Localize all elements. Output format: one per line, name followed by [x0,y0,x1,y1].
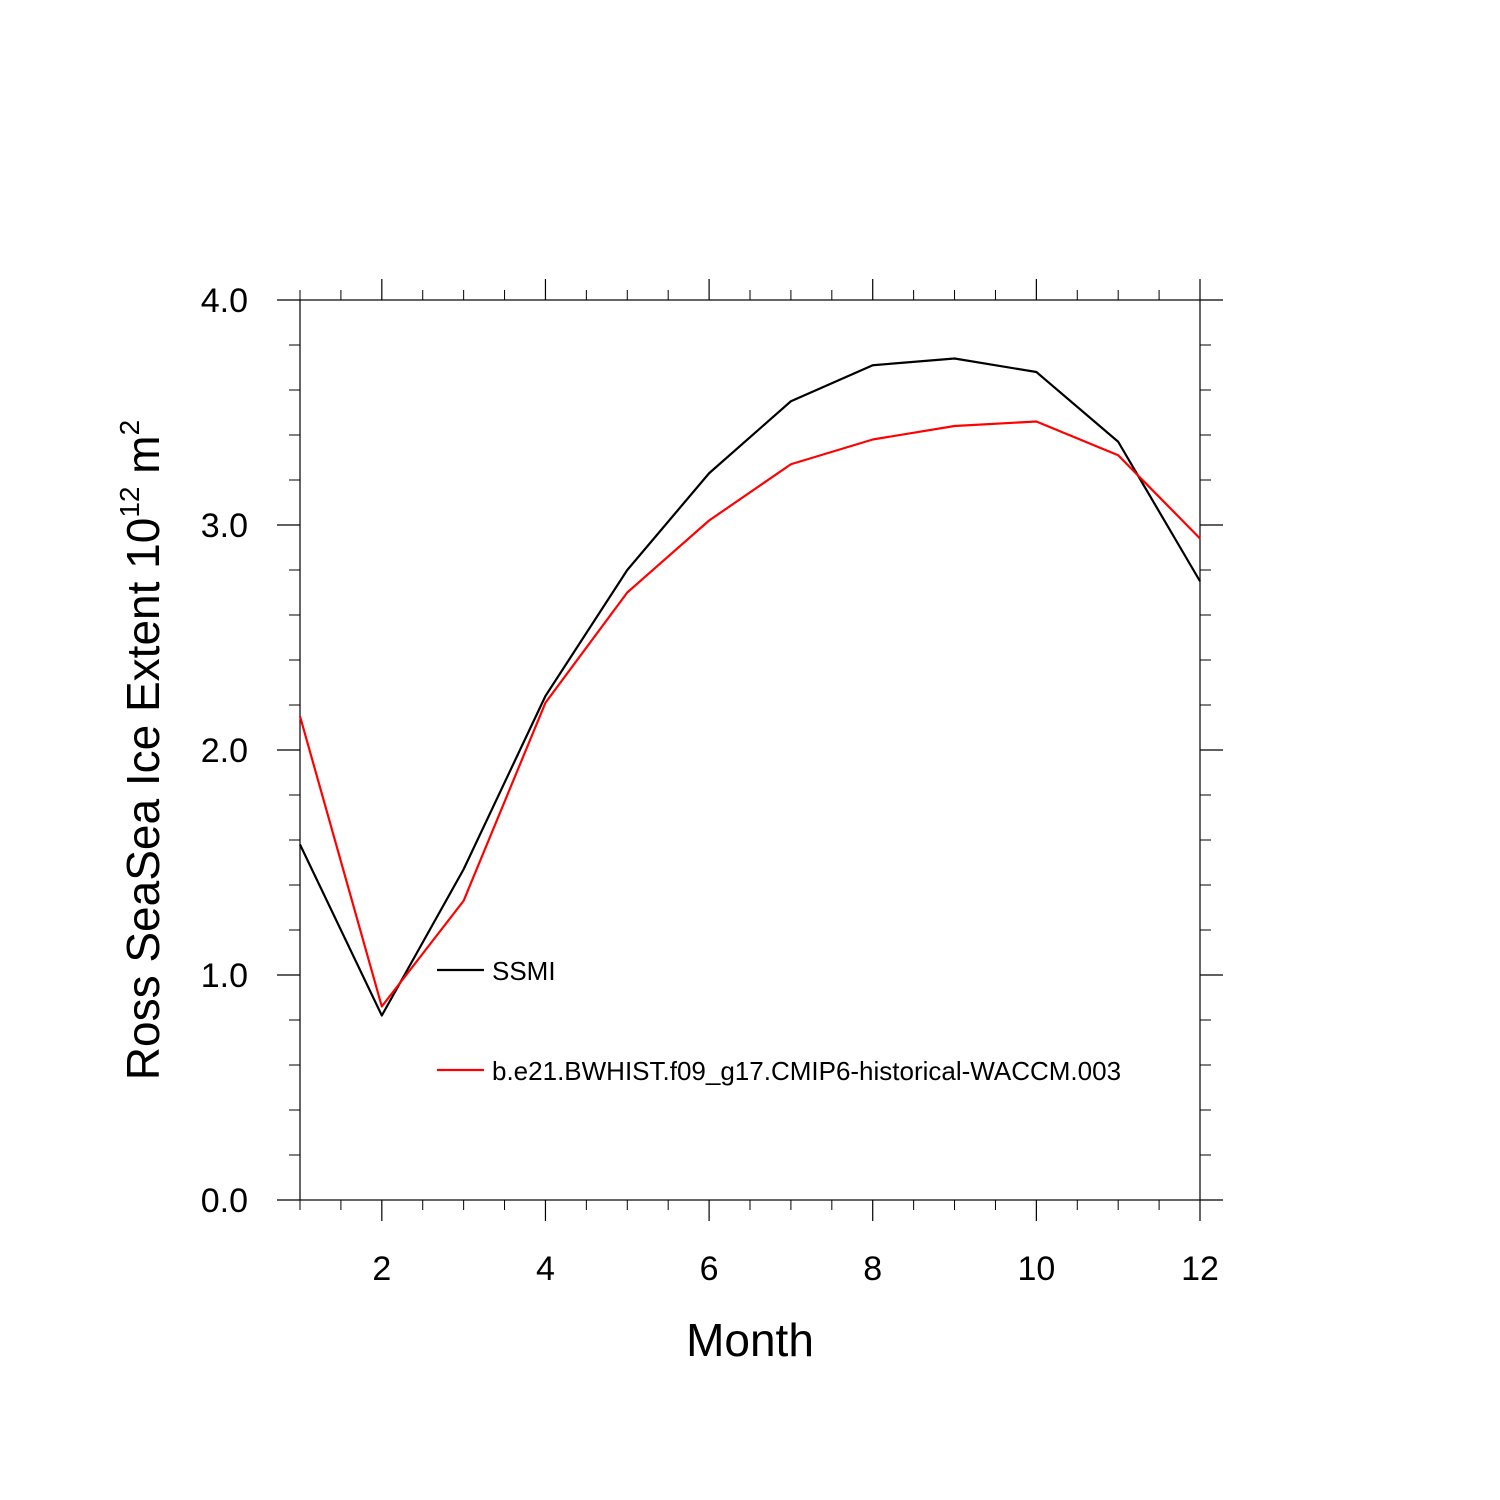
tick-marks: 2 4 6 8 10 12 0.0 1.0 2.0 3.0 4.0 [201,279,1223,1288]
x-tick-label: 8 [863,1250,882,1288]
y-tick-label: 1.0 [201,957,248,995]
y-axis-label: Ross SeaSea Ice Extent 1012 m2 [114,420,169,1080]
x-tick-label: 2 [372,1250,391,1288]
y-tick-label: 0.0 [201,1182,248,1220]
legend-label: SSMI [492,956,556,986]
x-tick-label: 12 [1181,1250,1219,1288]
legend: SSMI b.e21.BWHIST.f09_g17.CMIP6-historica… [437,956,1121,1086]
series-lines [298,357,1201,1017]
x-tick-label: 4 [536,1250,555,1288]
y-tick-label: 2.0 [201,732,248,770]
y-tick-label: 3.0 [201,507,248,545]
series-line-1 [299,357,1201,1017]
y-tick-label: 4.0 [201,282,248,320]
series-line-2 [298,420,1201,1008]
x-tick-label: 6 [700,1250,719,1288]
x-axis-label: Month [686,1314,814,1366]
x-tick-label: 10 [1017,1250,1055,1288]
legend-label: b.e21.BWHIST.f09_g17.CMIP6-historical-WA… [492,1056,1121,1086]
